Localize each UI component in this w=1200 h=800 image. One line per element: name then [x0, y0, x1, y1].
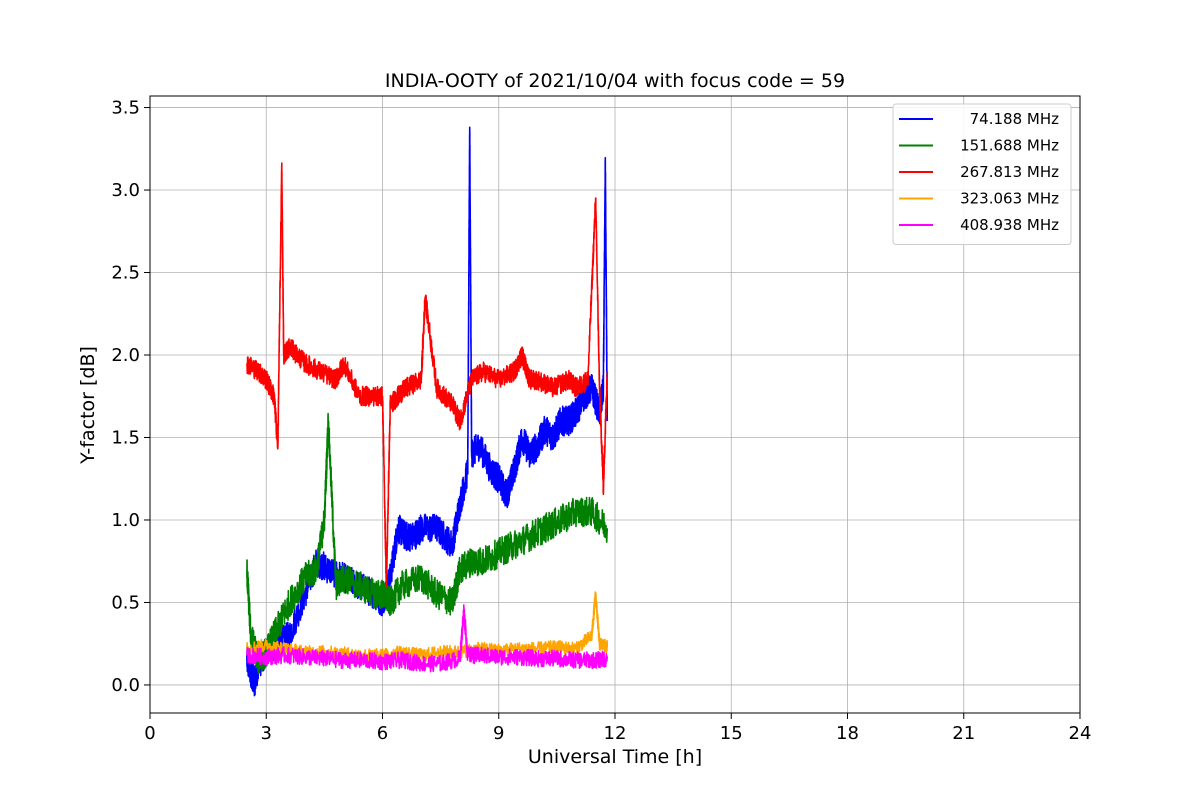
y-tick-label: 1.5 — [111, 427, 140, 448]
x-axis-title: Universal Time [h] — [528, 746, 702, 768]
x-tick-label: 0 — [144, 723, 155, 744]
x-tick-label: 15 — [720, 723, 743, 744]
legend-label-3: 267.813 MHz — [960, 163, 1059, 181]
x-tick-label: 12 — [604, 723, 627, 744]
series-line-3 — [246, 162, 609, 587]
x-tick-label: 3 — [261, 723, 272, 744]
y-tick-label: 3.5 — [111, 98, 140, 119]
series-line-5 — [246, 604, 609, 673]
x-tick-label: 6 — [377, 723, 388, 744]
series-lines — [246, 126, 609, 697]
series-line-1 — [246, 126, 609, 697]
series-line-2 — [246, 412, 609, 675]
x-tick-label: 9 — [493, 723, 504, 744]
y-tick-label: 0.5 — [111, 592, 140, 613]
legend-label-2: 151.688 MHz — [960, 137, 1059, 155]
y-tick-label: 0.0 — [111, 675, 140, 696]
legend: 74.188 MHz 151.688 MHz 267.813 MHz 323.063 … — [892, 103, 1072, 245]
chart-title: INDIA-OOTY of 2021/10/04 with focus code… — [385, 70, 845, 92]
y-tick-label: 2.5 — [111, 263, 140, 284]
x-tick-label: 18 — [836, 723, 859, 744]
axis-ticks: 0 3 6 9 12 15 18 21 24 0.0 0.5 1.0 1.5 2.0 2.5 3.0 3.5 — [111, 98, 1091, 744]
y-axis-title: Y-factor [dB] — [77, 346, 99, 465]
legend-label-4: 323.063 MHz — [960, 190, 1059, 208]
y-tick-label: 1.0 — [111, 510, 140, 531]
legend-label-1: 74.188 MHz — [970, 110, 1059, 128]
legend-box — [892, 103, 1072, 245]
y-tick-label: 3.0 — [111, 180, 140, 201]
legend-label-5: 408.938 MHz — [960, 216, 1059, 234]
x-tick-label: 24 — [1069, 723, 1092, 744]
y-tick-label: 2.0 — [111, 345, 140, 366]
x-tick-label: 21 — [952, 723, 975, 744]
